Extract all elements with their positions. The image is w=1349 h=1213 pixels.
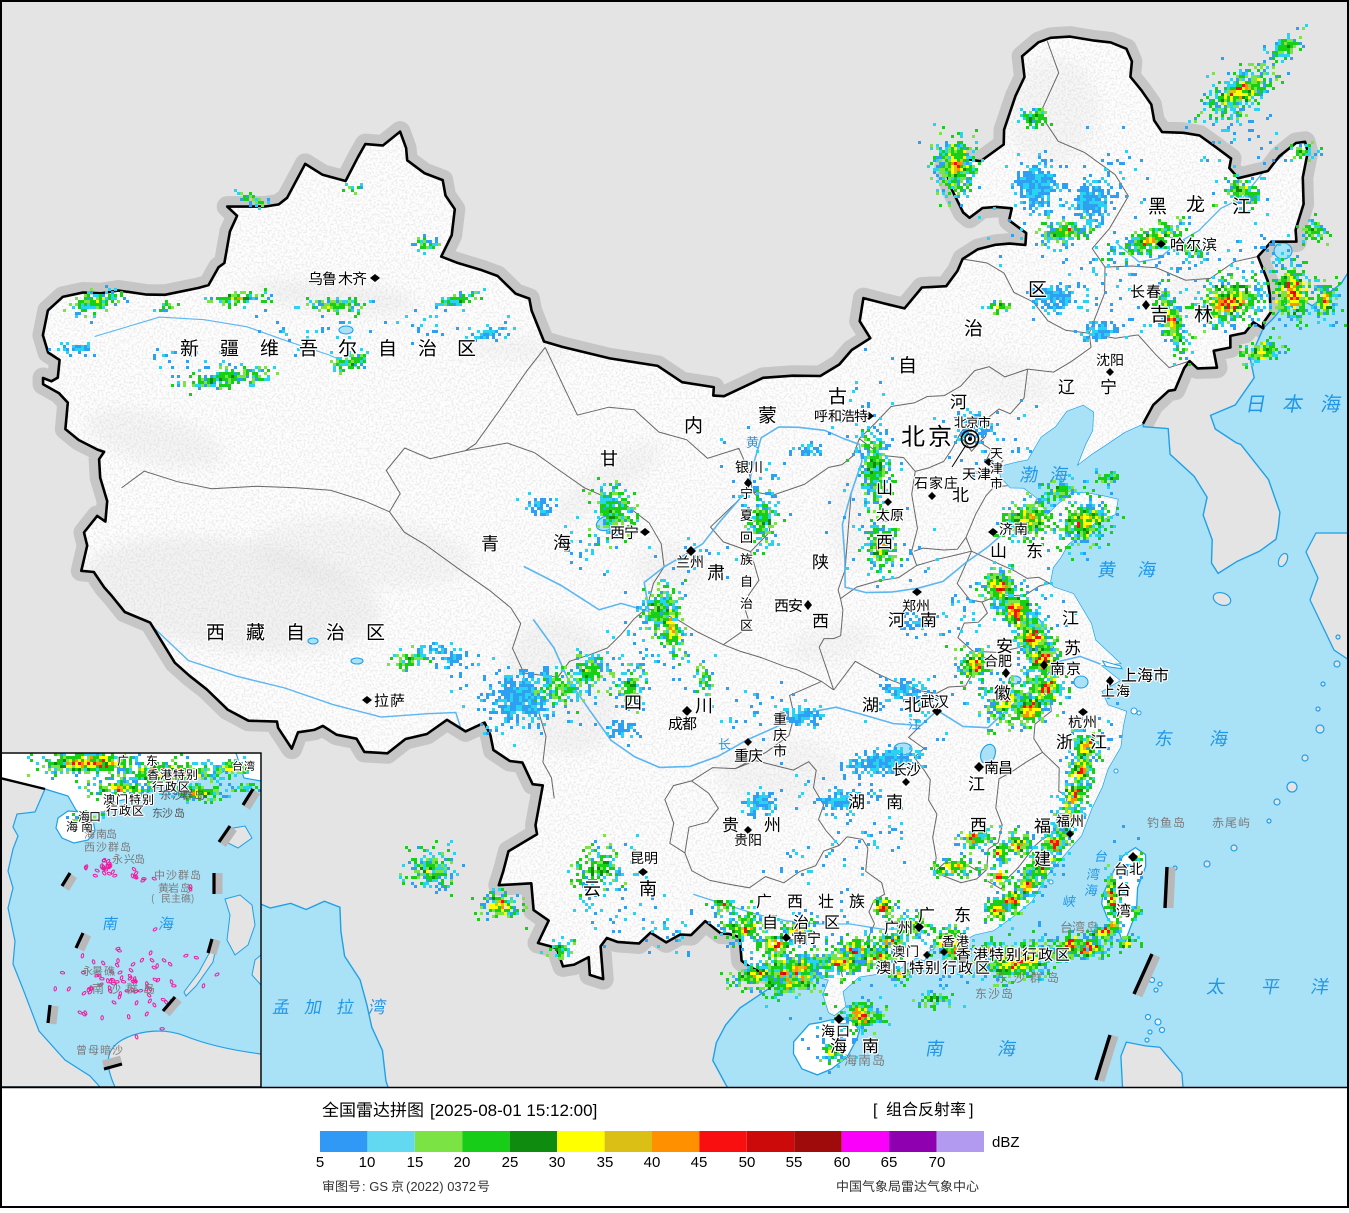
svg-text:60: 60 (834, 1154, 851, 1171)
svg-text:[2025-08-01 15:12:00]: [2025-08-01 15:12:00] (430, 1101, 597, 1120)
svg-text:55: 55 (786, 1154, 803, 1171)
svg-text:30: 30 (549, 1154, 566, 1171)
svg-text:10: 10 (359, 1154, 376, 1171)
svg-text:15: 15 (407, 1154, 424, 1171)
svg-text:25: 25 (502, 1154, 519, 1171)
svg-text:40: 40 (644, 1154, 661, 1171)
svg-text:20: 20 (454, 1154, 471, 1171)
svg-text:: GS: : GS (362, 1179, 388, 1194)
svg-text:dBZ: dBZ (992, 1134, 1020, 1151)
svg-text:5: 5 (316, 1154, 324, 1171)
svg-text:[: [ (873, 1102, 878, 1119)
svg-text:65: 65 (881, 1154, 898, 1171)
svg-text:35: 35 (597, 1154, 614, 1171)
svg-text:45: 45 (691, 1154, 708, 1171)
svg-text:50: 50 (739, 1154, 756, 1171)
svg-text:(2022) 0372: (2022) 0372 (406, 1179, 476, 1194)
svg-text:]: ] (969, 1102, 973, 1119)
svg-text:70: 70 (929, 1154, 946, 1171)
